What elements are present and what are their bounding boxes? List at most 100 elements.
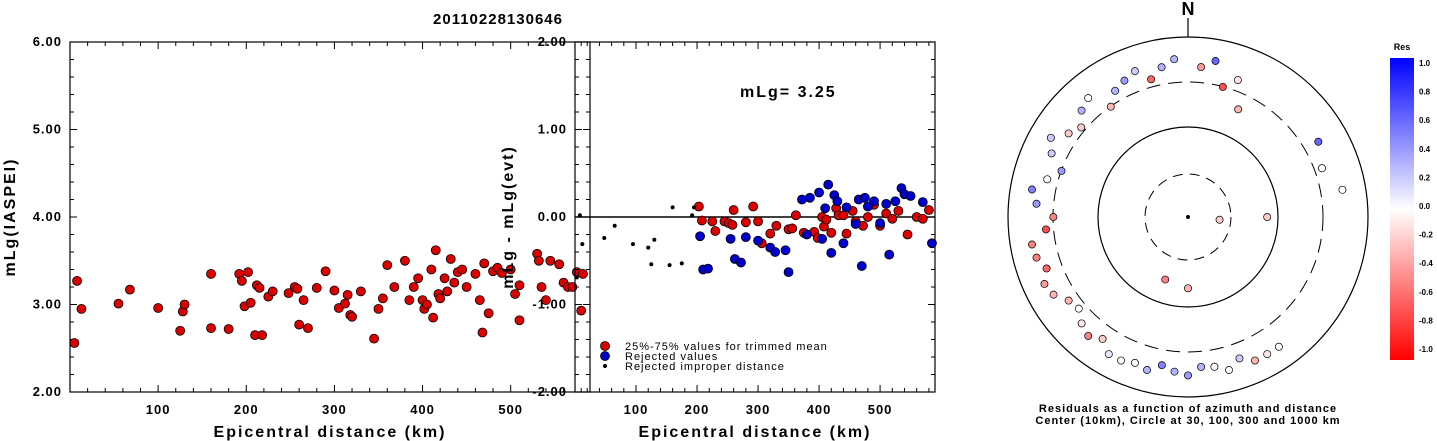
- data-point: [580, 242, 585, 247]
- north-label: N: [1182, 0, 1195, 19]
- polar-point: [1032, 253, 1041, 262]
- data-point: [869, 196, 879, 207]
- data-point: [887, 213, 898, 224]
- data-point: [670, 205, 675, 210]
- data-point: [292, 283, 303, 294]
- data-point: [76, 303, 87, 314]
- data-point: [875, 218, 885, 229]
- data-point: [294, 319, 305, 330]
- x-tick-label: 200: [234, 402, 259, 417]
- data-point: [223, 324, 234, 334]
- data-point: [400, 255, 410, 266]
- data-point: [820, 203, 831, 214]
- data-point: [753, 216, 763, 227]
- data-point: [303, 323, 313, 334]
- y-tick-label: -2.00: [532, 384, 567, 399]
- x-tick-label: 200: [685, 402, 710, 417]
- data-point: [340, 298, 350, 309]
- data-point: [893, 205, 904, 216]
- y-tick-label: 6.00: [33, 34, 62, 49]
- x-tick-label: 500: [498, 402, 523, 417]
- data-point: [602, 236, 607, 240]
- data-point: [783, 267, 794, 278]
- polar-point: [1250, 356, 1259, 365]
- polar-plot: N Residuals as a function of azimuth and…: [1007, 0, 1369, 427]
- y-tick-label: 1.00: [538, 122, 567, 137]
- data-point: [496, 268, 507, 278]
- data-point: [442, 286, 453, 297]
- data-point: [377, 293, 388, 304]
- data-point: [206, 323, 216, 334]
- polar-point: [1211, 57, 1220, 65]
- polar-point: [1032, 199, 1041, 208]
- data-point: [771, 220, 782, 231]
- data-point: [404, 295, 415, 306]
- figure-title: 20110228130646: [433, 11, 563, 28]
- x-tick-label: 400: [807, 402, 832, 417]
- polar-point: [1117, 356, 1126, 365]
- data-point: [649, 262, 654, 267]
- polar-point: [1074, 304, 1083, 313]
- polar-point: [1338, 185, 1347, 194]
- colorbar-label: -1.0: [1419, 345, 1433, 354]
- data-point: [902, 229, 913, 240]
- x-tick-label: 500: [868, 402, 893, 417]
- data-point: [805, 192, 815, 203]
- polar-point: [1274, 342, 1283, 351]
- chart-residual-panel: -2.00 -1.00 0.00 1.00 2.00 100 200 300 400 500 mL…: [500, 34, 937, 441]
- y-tick-label: -1.00: [532, 297, 567, 312]
- chart-residual-points: [574, 179, 937, 280]
- polar-point: [1215, 215, 1224, 224]
- chart-residual-xlabel: Epicentral distance (km): [639, 424, 872, 441]
- polar-point: [1170, 55, 1179, 64]
- data-point: [408, 282, 419, 292]
- polar-point: [1120, 76, 1129, 85]
- data-point: [821, 214, 832, 225]
- x-tick-label: 400: [410, 402, 435, 417]
- data-point: [175, 325, 186, 336]
- data-point: [435, 293, 446, 304]
- data-point: [125, 284, 135, 295]
- data-point: [917, 197, 928, 208]
- polar-point: [1043, 175, 1052, 184]
- polar-point: [1064, 296, 1073, 305]
- polar-point: [1028, 185, 1036, 194]
- data-point: [461, 282, 472, 292]
- data-point: [790, 210, 801, 221]
- polar-point: [1077, 319, 1086, 328]
- data-point: [814, 187, 824, 198]
- data-point: [841, 228, 852, 239]
- data-point: [765, 228, 776, 239]
- data-point: [470, 268, 481, 279]
- polar-point: [1184, 371, 1192, 380]
- data-point: [510, 289, 520, 299]
- x-tick-label: 100: [146, 402, 171, 417]
- data-point: [832, 196, 843, 207]
- data-point: [850, 219, 861, 229]
- data-point: [905, 191, 916, 201]
- colorbar-label: -0.2: [1419, 231, 1433, 240]
- polar-circle-100km: [1097, 126, 1279, 308]
- polar-point: [1197, 362, 1206, 371]
- data-point: [329, 285, 340, 296]
- polar-point: [1314, 137, 1323, 146]
- data-point: [826, 227, 837, 238]
- data-point: [826, 247, 837, 258]
- colorbar-labels: 1.0 0.8 0.6 0.4 0.2 0.0 -0.2 -0.4 -0.6 -0.8 -1.0: [1419, 59, 1433, 354]
- data-point: [113, 298, 124, 309]
- polar-point: [1210, 362, 1219, 371]
- data-point: [457, 264, 468, 275]
- data-point: [917, 213, 928, 224]
- data-point: [667, 263, 672, 268]
- data-point: [727, 219, 738, 230]
- data-point: [697, 215, 707, 226]
- data-point: [856, 261, 867, 271]
- colorbar-label: 0.6: [1419, 116, 1431, 125]
- polar-point: [1098, 335, 1107, 343]
- data-point: [884, 249, 895, 260]
- data-point: [479, 258, 490, 269]
- data-point: [373, 303, 384, 314]
- polar-point: [1263, 213, 1272, 221]
- data-point: [838, 238, 849, 249]
- data-point: [923, 205, 934, 215]
